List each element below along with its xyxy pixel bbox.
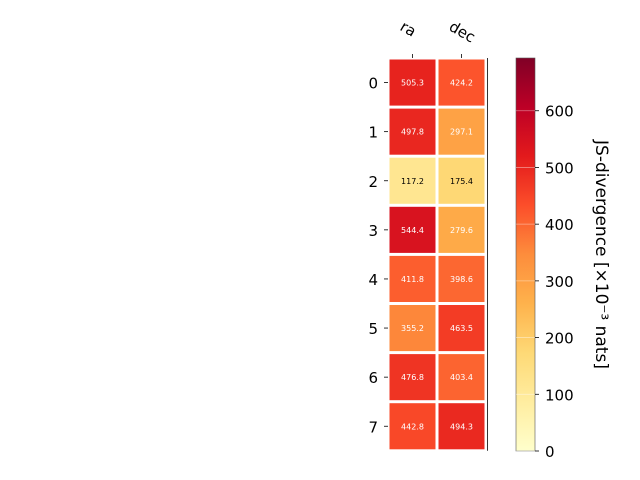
heatmap-cell: [388, 402, 437, 451]
heatmap-axes: ra dec 0 1 2 3 4 5 6 7: [368, 17, 488, 451]
colorbar-tick-label: 400: [545, 216, 574, 234]
row-label: 7: [368, 418, 378, 436]
row-label: 0: [368, 75, 378, 93]
row-label: 3: [368, 222, 378, 240]
colorbar-tick-label: 100: [545, 386, 574, 404]
cell-value-label: 403.4: [450, 373, 473, 382]
heatmap-cell: [388, 205, 437, 254]
cell-value-label: 463.5: [450, 324, 473, 333]
cell-value-label: 497.8: [401, 128, 424, 137]
row-label: 1: [368, 124, 378, 142]
cell-value-label: 424.2: [450, 79, 473, 88]
heatmap-cell: [437, 107, 486, 156]
heatmap-cell: [437, 156, 486, 205]
column-label: ra: [397, 17, 419, 40]
cell-value-label: 279.6: [450, 226, 473, 235]
heatmap-cell: [437, 402, 486, 451]
heatmap-cell: [437, 58, 486, 107]
cell-value-label: 297.1: [450, 128, 473, 137]
cell-value-label: 117.2: [401, 177, 424, 186]
cell-value-label: 476.8: [401, 373, 424, 382]
heatmap-cell: [437, 254, 486, 303]
row-label: 6: [368, 369, 378, 387]
colorbar-tick-label: 500: [545, 159, 574, 177]
heatmap-cell: [388, 58, 437, 107]
colorbar-label: JS-divergence [×10⁻³ nats]: [591, 139, 611, 369]
row-label: 2: [368, 173, 378, 191]
cell-value-label: 355.2: [401, 324, 424, 333]
column-label: dec: [446, 17, 478, 46]
row-label: 5: [368, 320, 378, 338]
cell-value-label: 175.4: [450, 177, 473, 186]
colorbar: 0 100 200 300 400 500 600 JS-divergence [×10⁻³ …: [515, 57, 611, 461]
colorbar-tick-label: 300: [545, 273, 574, 291]
colorbar-tick-label: 0: [545, 443, 555, 461]
heatmap-cell: [437, 353, 486, 402]
row-label: 4: [368, 271, 378, 289]
cell-value-label: 411.8: [401, 275, 424, 284]
cell-value-label: 442.8: [401, 422, 424, 431]
cell-value-label: 544.4: [401, 226, 424, 235]
cell-value-label: 398.6: [450, 275, 473, 284]
colorbar-tick-label: 200: [545, 330, 574, 348]
cell-value-label: 494.3: [450, 422, 473, 431]
heatmap-cell: [388, 353, 437, 402]
colorbar-gradient: [515, 57, 536, 452]
heatmap-cells: 505.3 424.2 497.8 297.1 117.2 175.4 544.4 279.6…: [388, 58, 486, 451]
heatmap-cell: [437, 304, 486, 353]
colorbar-tick-label: 600: [545, 103, 574, 121]
heatmap-cell: [388, 156, 437, 205]
heatmap-cell: [437, 205, 486, 254]
heatmap-cell: [388, 254, 437, 303]
heatmap-cell: [388, 304, 437, 353]
heatmap-cell: [388, 107, 437, 156]
cell-value-label: 505.3: [401, 79, 424, 88]
